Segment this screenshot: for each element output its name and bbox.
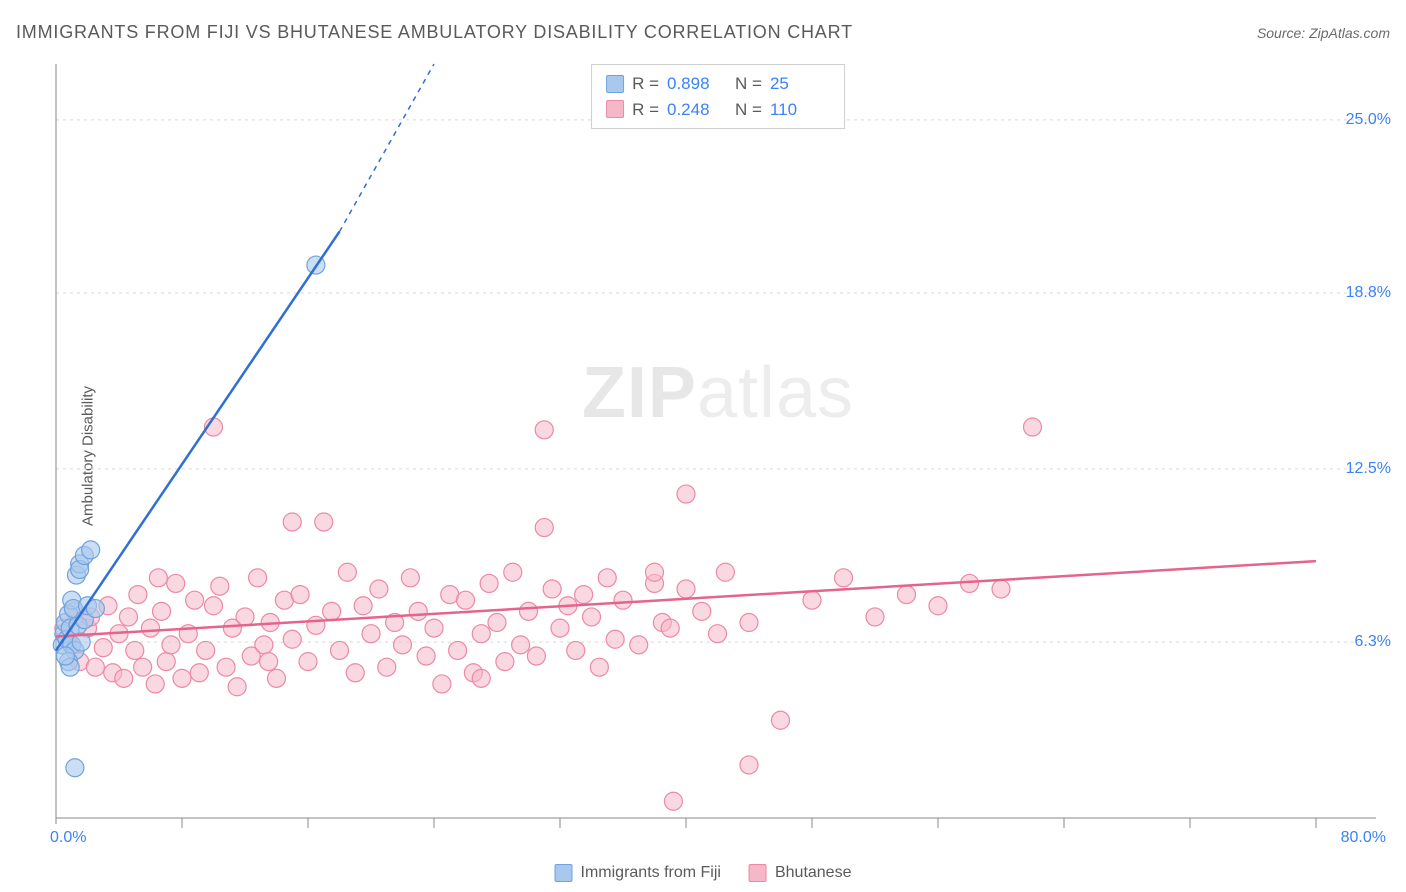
fiji-r-value: 0.898 xyxy=(667,71,727,97)
stats-legend-box: R = 0.898 N = 25 R = 0.248 N = 110 xyxy=(591,64,845,129)
r-label: R = xyxy=(632,97,659,123)
n-label: N = xyxy=(735,71,762,97)
source-prefix: Source: xyxy=(1257,25,1309,41)
bhut-n-value: 110 xyxy=(770,97,830,123)
y-tick-label: 12.5% xyxy=(1346,460,1391,478)
bhutanese-swatch-icon xyxy=(606,100,624,118)
fiji-swatch-icon xyxy=(606,75,624,93)
legend-item-fiji: Immigrants from Fiji xyxy=(555,864,721,882)
source-name: ZipAtlas.com xyxy=(1309,25,1390,41)
bottom-legend: Immigrants from Fiji Bhutanese xyxy=(555,864,852,882)
source-attribution: Source: ZipAtlas.com xyxy=(1257,25,1390,41)
y-tick-label: 6.3% xyxy=(1355,633,1391,651)
legend-bhutanese-label: Bhutanese xyxy=(775,864,852,882)
r-label: R = xyxy=(632,71,659,97)
stats-row-bhutanese: R = 0.248 N = 110 xyxy=(606,97,830,123)
chart-title: IMMIGRANTS FROM FIJI VS BHUTANESE AMBULA… xyxy=(16,22,853,43)
fiji-n-value: 25 xyxy=(770,71,830,97)
legend-item-bhutanese: Bhutanese xyxy=(749,864,852,882)
y-tick-label: 25.0% xyxy=(1346,111,1391,129)
legend-fiji-label: Immigrants from Fiji xyxy=(581,864,721,882)
bhutanese-swatch-icon xyxy=(749,864,767,882)
n-label: N = xyxy=(735,97,762,123)
x-axis-min-label: 0.0% xyxy=(50,829,86,847)
scatter-chart xyxy=(50,60,1386,852)
chart-header: IMMIGRANTS FROM FIJI VS BHUTANESE AMBULA… xyxy=(16,22,1390,43)
bhut-r-value: 0.248 xyxy=(667,97,727,123)
stats-row-fiji: R = 0.898 N = 25 xyxy=(606,71,830,97)
chart-container: Ambulatory Disability ZIPatlas R = 0.898… xyxy=(50,60,1386,852)
y-tick-label: 18.8% xyxy=(1346,284,1391,302)
fiji-swatch-icon xyxy=(555,864,573,882)
x-axis-max-label: 80.0% xyxy=(1341,829,1386,847)
